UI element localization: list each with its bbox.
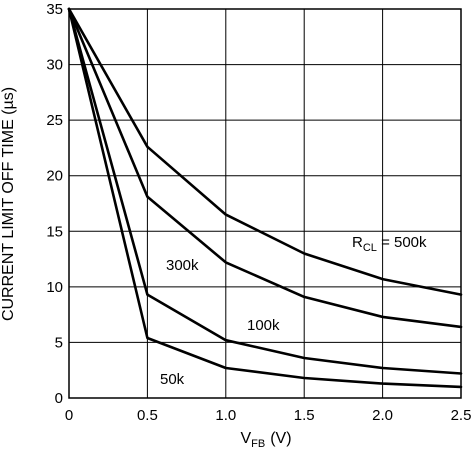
series-line-50k bbox=[67, 7, 463, 389]
y-tick-label: 5 bbox=[55, 334, 63, 351]
plot-frame bbox=[68, 8, 462, 399]
y-axis-label: CURRENT LIMIT OFF TIME (µs) bbox=[0, 87, 17, 321]
series-line-300k bbox=[67, 7, 463, 329]
y-tick-label: 35 bbox=[46, 1, 63, 18]
series-label-500k-sub: CL bbox=[363, 242, 377, 254]
y-tick-label: 10 bbox=[46, 279, 63, 296]
x-axis-label: VFB (V) bbox=[240, 430, 291, 450]
series-label-500k-prefix: R bbox=[352, 234, 363, 251]
y-tick-label: 0 bbox=[55, 390, 63, 407]
x-tick-label: 2.5 bbox=[451, 407, 472, 424]
x-tick-label: 0.5 bbox=[137, 407, 158, 424]
series-label-500k: RCL = 500k bbox=[352, 234, 427, 254]
series-line-100k bbox=[67, 7, 463, 375]
y-tick-labels: 0 5 10 15 20 25 30 35 bbox=[46, 1, 63, 407]
series-lines bbox=[67, 7, 463, 389]
series-label-300k: 300k bbox=[166, 257, 199, 274]
x-axis-label-unit: (V) bbox=[270, 430, 291, 447]
series-label-500k-suffix: = 500k bbox=[377, 234, 427, 251]
y-tick-label: 30 bbox=[46, 57, 63, 74]
y-tick-label: 15 bbox=[46, 223, 63, 240]
x-axis-label-sub: FB bbox=[251, 438, 265, 450]
series-label-50k: 50k bbox=[160, 371, 185, 388]
series-label-100k: 100k bbox=[247, 317, 280, 334]
x-tick-label: 0 bbox=[65, 407, 73, 424]
x-tick-label: 1.0 bbox=[215, 407, 236, 424]
x-tick-labels: 0 0.5 1.0 1.5 2.0 2.5 bbox=[65, 407, 472, 424]
y-tick-label: 20 bbox=[46, 168, 63, 185]
x-axis-label-main: V bbox=[240, 430, 251, 447]
x-tick-label: 2.0 bbox=[372, 407, 393, 424]
series-line-500k bbox=[67, 7, 463, 296]
y-tick-label: 25 bbox=[46, 112, 63, 129]
grid bbox=[68, 8, 462, 399]
x-tick-label: 1.5 bbox=[294, 407, 315, 424]
